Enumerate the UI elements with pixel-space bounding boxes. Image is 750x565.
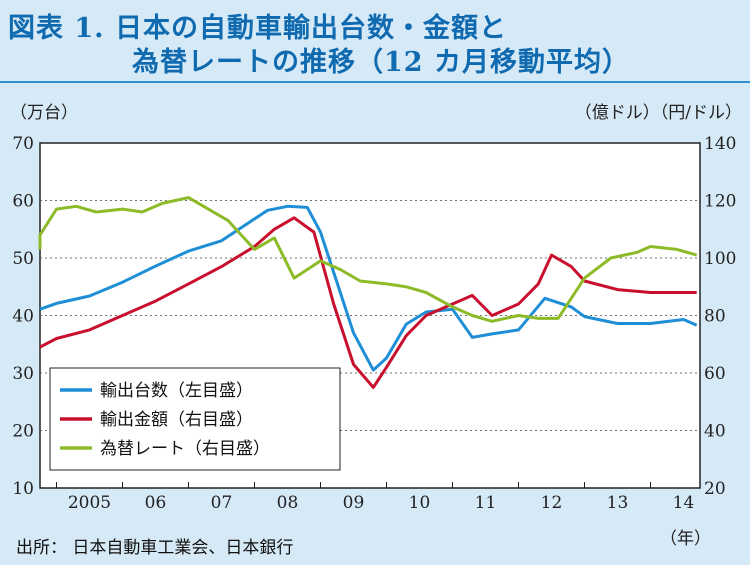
- right-tick-label: 120: [704, 192, 736, 212]
- title-line-1: 図表 1. 日本の自動車輸出台数・金額と: [8, 13, 507, 44]
- right-tick-label: 40: [704, 422, 726, 442]
- x-tick-label: 10: [409, 493, 431, 513]
- left-tick-label: 40: [12, 307, 34, 327]
- x-tick-label: 06: [145, 493, 167, 513]
- left-tick-label: 20: [12, 422, 34, 442]
- series-line-3: [38, 196, 698, 323]
- legend-label: 為替レート（右目盛）: [100, 439, 270, 459]
- legend-label: 輸出台数（左目盛）: [100, 381, 253, 401]
- right-tick-label: 100: [704, 249, 736, 269]
- source-note: 出所： 日本自動車工業会、日本銀行: [16, 538, 294, 558]
- series-line-2: [39, 216, 697, 389]
- right-tick-label: 20: [704, 479, 726, 499]
- x-tick-label: 12: [541, 493, 563, 513]
- right-tick-label: 60: [704, 364, 726, 384]
- x-tick-label: 09: [343, 493, 365, 513]
- legend-label: 輸出金額（右目盛）: [100, 410, 253, 430]
- right-tick-label: 80: [704, 307, 726, 327]
- title-line-2: 為替レートの推移（12 カ月移動平均）: [132, 47, 630, 78]
- x-tick-label: 08: [277, 493, 299, 513]
- left-tick-label: 30: [12, 364, 34, 384]
- left-axis-unit: （万台）: [10, 103, 78, 123]
- x-tick-label: 11: [475, 493, 497, 513]
- left-tick-label: 60: [12, 192, 34, 212]
- left-tick-label: 50: [12, 249, 34, 269]
- x-tick-label: 07: [211, 493, 233, 513]
- right-tick-label: 140: [704, 134, 736, 154]
- x-tick-label: 2005: [68, 493, 111, 513]
- left-tick-label: 10: [12, 479, 34, 499]
- title-rule: [0, 81, 750, 83]
- year-unit: （年）: [660, 529, 711, 549]
- left-tick-label: 70: [12, 134, 34, 154]
- x-tick-label: 14: [673, 493, 695, 513]
- x-tick-label: 13: [607, 493, 629, 513]
- legend-box: [49, 367, 341, 471]
- series-line-1: [39, 204, 698, 372]
- right-axis-unit: （億ドル）（円/ドル）: [574, 103, 742, 123]
